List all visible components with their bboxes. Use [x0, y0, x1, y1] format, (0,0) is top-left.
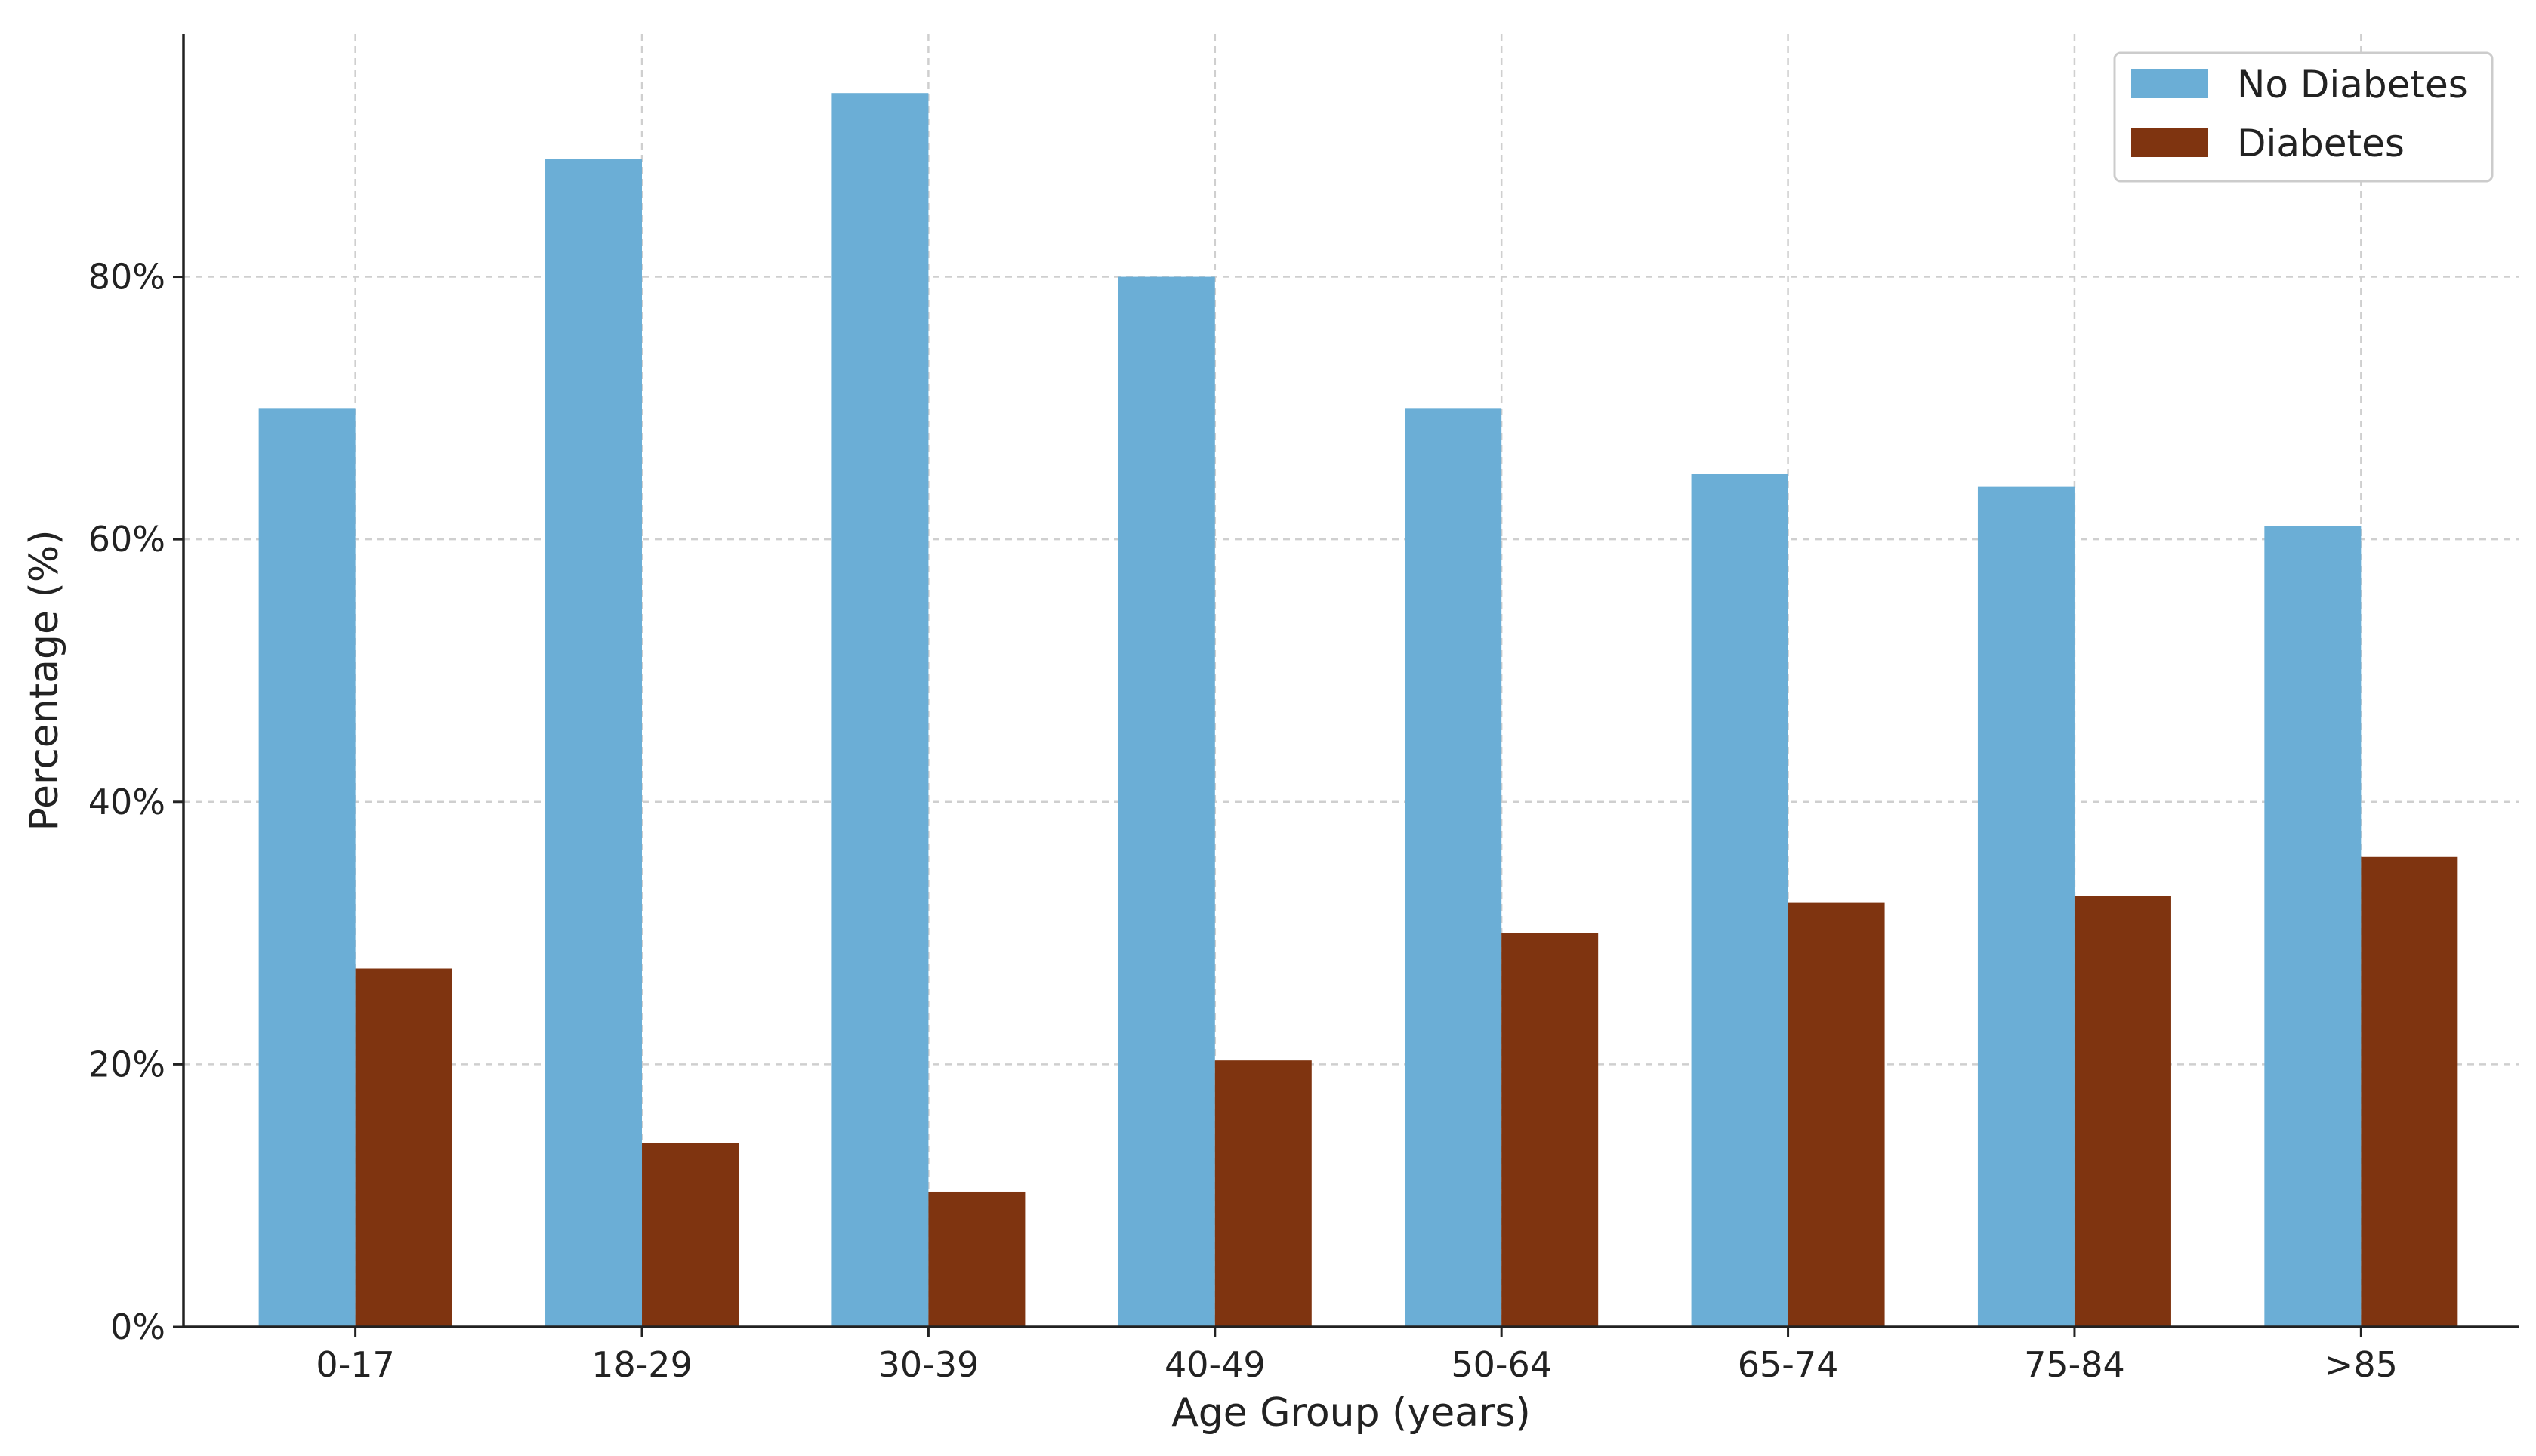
x-tick-label: 50-64 — [1451, 1344, 1552, 1385]
y-axis-title: Percentage (%) — [22, 529, 67, 831]
bar-no-diabetes-0 — [258, 408, 356, 1327]
legend-swatch-diabetes — [2131, 128, 2208, 157]
bar-no-diabetes-3 — [1118, 276, 1215, 1327]
bar-diabetes-4 — [1501, 933, 1599, 1327]
x-tick-label: >85 — [2325, 1344, 2398, 1385]
bar-diabetes-5 — [1788, 902, 1885, 1327]
bar-no-diabetes-1 — [545, 159, 643, 1328]
bar-diabetes-0 — [355, 968, 452, 1327]
x-tick-label: 0-17 — [316, 1344, 394, 1385]
x-axis-ticks: 0-17 18-29 30-39 40-49 50-64 65-74 75-84 >85 — [316, 1327, 2398, 1385]
bar-diabetes-3 — [1214, 1060, 1312, 1327]
bar-no-diabetes-5 — [1691, 474, 1788, 1327]
x-tick-label: 30-39 — [878, 1344, 980, 1385]
bar-diabetes-2 — [928, 1191, 1026, 1327]
x-tick-label: 40-49 — [1165, 1344, 1266, 1385]
bar-no-diabetes-7 — [2264, 526, 2362, 1328]
legend-box — [2113, 51, 2494, 183]
legend-label-no-diabetes: No Diabetes — [2237, 63, 2468, 106]
y-tick-label: 80% — [88, 257, 165, 298]
bar-diabetes-6 — [2074, 896, 2171, 1327]
y-tick-label: 20% — [88, 1044, 165, 1084]
y-axis-ticks: 0% 20% 40% 60% 80% — [88, 257, 184, 1347]
bars — [258, 93, 2458, 1328]
bar-diabetes-7 — [2361, 856, 2458, 1327]
x-tick-label: 65-74 — [1738, 1344, 1839, 1385]
bar-no-diabetes-6 — [1977, 486, 2075, 1327]
legend: No Diabetes Diabetes — [2113, 51, 2494, 183]
y-tick-label: 60% — [88, 519, 165, 560]
y-tick-label: 40% — [88, 782, 165, 822]
y-tick-label: 0% — [110, 1306, 165, 1347]
x-tick-label: 18-29 — [591, 1344, 693, 1385]
bar-diabetes-1 — [642, 1143, 739, 1327]
bar-no-diabetes-4 — [1405, 408, 1502, 1327]
bar-no-diabetes-2 — [831, 93, 929, 1328]
x-axis-title: Age Group (years) — [1171, 1390, 1531, 1436]
legend-label-diabetes: Diabetes — [2237, 122, 2405, 165]
x-tick-label: 75-84 — [2024, 1344, 2125, 1385]
legend-swatch-no-diabetes — [2131, 69, 2208, 98]
axes — [182, 34, 2519, 1328]
